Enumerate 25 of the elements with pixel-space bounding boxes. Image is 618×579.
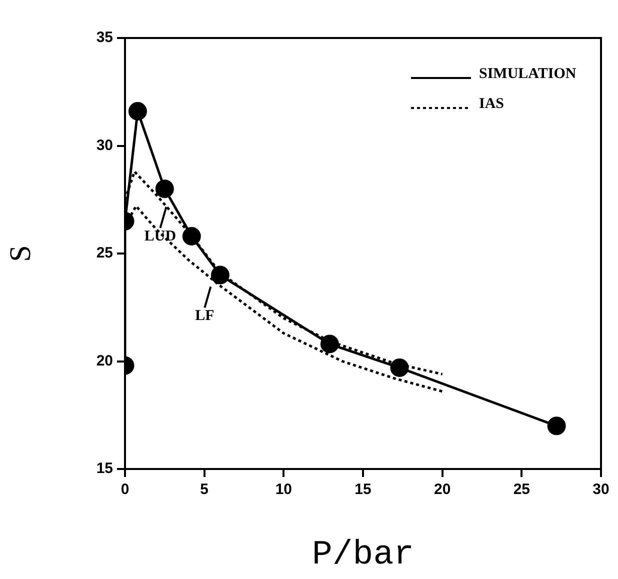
x-tick-label: 5 <box>200 481 209 498</box>
point <box>182 227 201 246</box>
x-tick-label: 0 <box>120 481 130 498</box>
y-tick-label: 15 <box>96 460 113 478</box>
legend-label: IAS <box>479 96 504 112</box>
point <box>547 416 566 436</box>
y-tick-label: 20 <box>96 352 113 370</box>
point <box>155 180 174 198</box>
x-tick-label: 30 <box>592 481 610 498</box>
y-tick-label: 25 <box>96 244 113 262</box>
annotation: LF <box>195 308 214 324</box>
point <box>390 358 409 377</box>
annotation: LUD <box>144 228 176 244</box>
point <box>128 102 147 121</box>
legend-label: SIMULATION <box>479 66 576 82</box>
point <box>320 334 339 354</box>
y-axis-title: S <box>4 245 37 262</box>
x-tick-label: 25 <box>513 481 530 498</box>
y-tick-label: 30 <box>96 136 113 154</box>
x-tick-label: 15 <box>354 481 372 498</box>
point <box>210 266 230 284</box>
x-tick-label: 20 <box>434 481 451 498</box>
x-axis-title: P/bar <box>312 536 414 575</box>
y-tick-label: 35 <box>96 29 113 46</box>
x-tick-label: 10 <box>275 481 292 498</box>
